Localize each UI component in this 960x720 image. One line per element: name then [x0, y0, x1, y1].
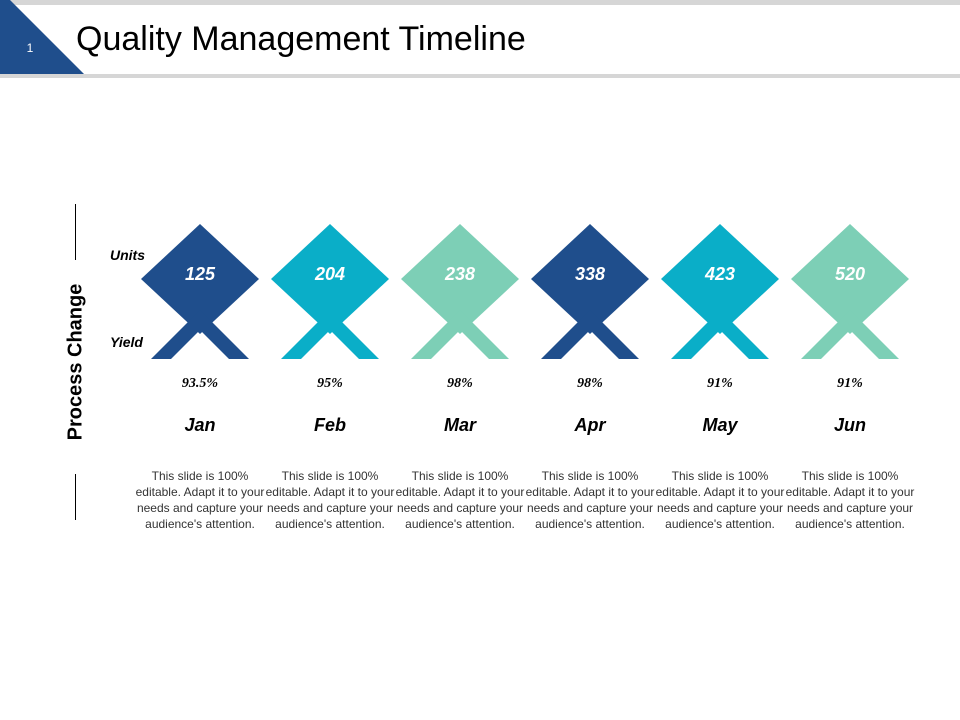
- units-value: 338: [574, 264, 606, 284]
- milestone-shape: [661, 224, 779, 359]
- milestone-shape: [531, 224, 649, 359]
- yield-chevron: [671, 310, 769, 359]
- yield-label: Yield: [110, 334, 143, 350]
- units-value: 423: [704, 264, 736, 284]
- month-label: Mar: [443, 415, 476, 435]
- yield-chevron: [281, 310, 379, 359]
- yield-chevron: [411, 310, 509, 359]
- yield-value: 98%: [577, 376, 603, 391]
- month-label: May: [702, 415, 738, 435]
- units-diamond: [401, 224, 519, 334]
- yield-value: 91%: [837, 376, 863, 391]
- page-title: Quality Management Timeline: [76, 20, 526, 58]
- units-value: 204: [314, 264, 346, 284]
- units-label: Units: [110, 247, 145, 263]
- yield-value: 98%: [447, 376, 473, 391]
- units-diamond: [271, 224, 389, 334]
- yield-chevron: [151, 310, 249, 359]
- yield-value: 95%: [317, 376, 343, 391]
- side-label: Process Change: [64, 283, 87, 441]
- milestone-description: This slide is 100% editable. Adapt it to…: [395, 469, 525, 531]
- title-underline: [0, 74, 960, 78]
- milestone-description: This slide is 100% editable. Adapt it to…: [135, 469, 265, 531]
- yield-chevron: [801, 310, 899, 359]
- slide-number: 1: [26, 41, 34, 55]
- units-diamond: [791, 224, 909, 334]
- milestone-description: This slide is 100% editable. Adapt it to…: [655, 469, 785, 531]
- yield-value: 93.5%: [181, 376, 219, 391]
- slide-number-tab: [0, 0, 86, 76]
- milestone-shape: [401, 224, 519, 359]
- units-diamond: [661, 224, 779, 334]
- milestone-shape: [271, 224, 389, 359]
- milestone-description: This slide is 100% editable. Adapt it to…: [265, 469, 395, 531]
- milestone-shape: [141, 224, 259, 359]
- milestone-shape: [791, 224, 909, 359]
- units-value: 125: [184, 264, 216, 284]
- units-value: 238: [444, 264, 476, 284]
- milestone-description: This slide is 100% editable. Adapt it to…: [785, 469, 915, 531]
- units-diamond: [141, 224, 259, 334]
- month-label: Jan: [184, 415, 216, 435]
- month-label: Apr: [574, 415, 606, 435]
- month-label: Feb: [313, 415, 346, 435]
- top-band: [0, 0, 960, 5]
- units-value: 520: [834, 264, 866, 284]
- side-divider-top: [75, 204, 76, 260]
- month-label: Jun: [833, 415, 866, 435]
- yield-chevron: [541, 310, 639, 359]
- units-diamond: [531, 224, 649, 334]
- yield-value: 91%: [707, 376, 733, 391]
- side-divider-bottom: [75, 474, 76, 520]
- milestone-description: This slide is 100% editable. Adapt it to…: [525, 469, 655, 531]
